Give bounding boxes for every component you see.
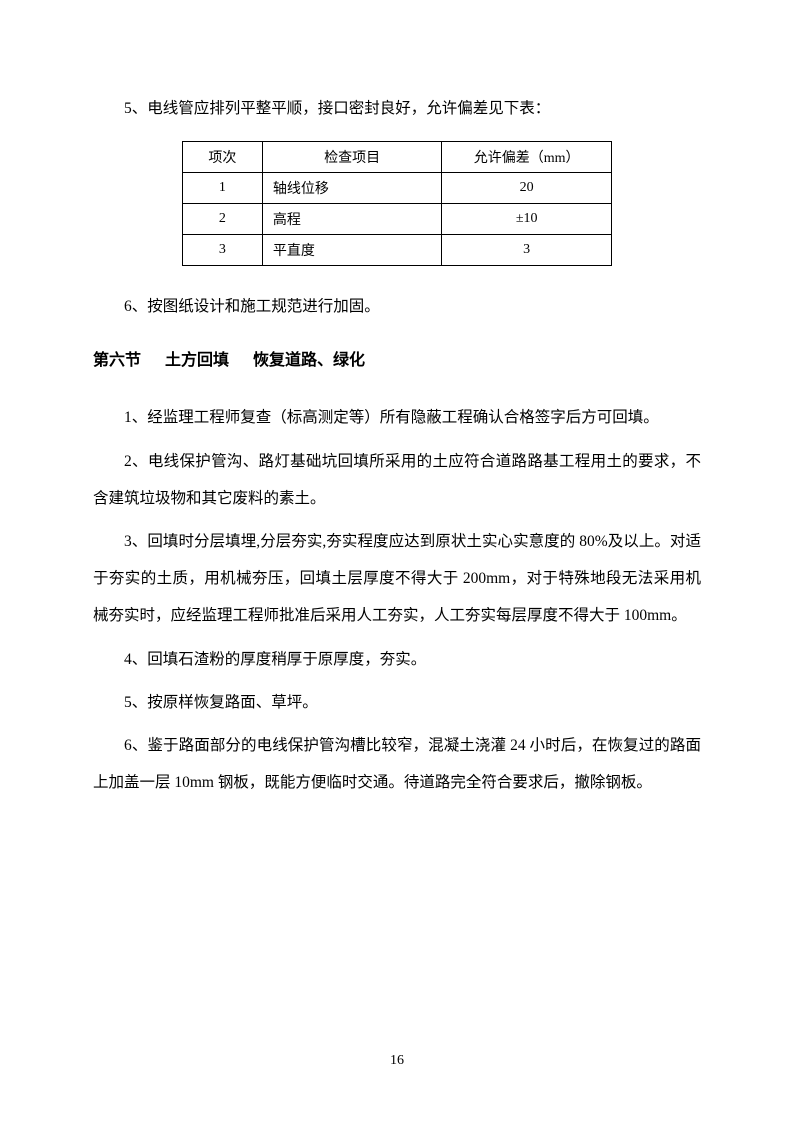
body-para-1: 1、经监理工程师复查（标高测定等）所有隐蔽工程确认合格签字后方可回填。 xyxy=(93,399,701,436)
table-row: 3 平直度 3 xyxy=(183,235,612,266)
table-cell: 高程 xyxy=(262,204,442,235)
heading-part2: 土方回填 xyxy=(165,352,229,369)
table-cell: 1 xyxy=(183,173,263,204)
page-number: 16 xyxy=(0,1053,794,1069)
table-cell: 3 xyxy=(442,235,612,266)
table-row: 2 高程 ±10 xyxy=(183,204,612,235)
table-cell: 20 xyxy=(442,173,612,204)
table-cell: ±10 xyxy=(442,204,612,235)
body-para-2: 2、电线保护管沟、路灯基础坑回填所采用的土应符合道路路基工程用土的要求，不含建筑… xyxy=(93,443,701,517)
body-para-6: 6、鉴于路面部分的电线保护管沟槽比较窄，混凝土浇灌 24 小时后，在恢复过的路面… xyxy=(93,727,701,801)
paragraph-6: 6、按图纸设计和施工规范进行加固。 xyxy=(93,288,701,325)
table-row: 1 轴线位移 20 xyxy=(183,173,612,204)
body-para-5: 5、按原样恢复路面、草坪。 xyxy=(93,684,701,721)
table-cell: 2 xyxy=(183,204,263,235)
tolerance-table: 项次 检查项目 允许偏差（mm） 1 轴线位移 20 2 高程 ±10 3 平直… xyxy=(182,141,612,266)
table-cell: 轴线位移 xyxy=(262,173,442,204)
table-header-col1: 项次 xyxy=(183,142,263,173)
table-header-col2: 检查项目 xyxy=(262,142,442,173)
table-header-col3: 允许偏差（mm） xyxy=(442,142,612,173)
paragraph-5: 5、电线管应排列平整平顺，接口密封良好，允许偏差见下表： xyxy=(93,90,701,127)
body-para-3: 3、回填时分层填埋,分层夯实,夯实程度应达到原状土实心实意度的 80%及以上。对… xyxy=(93,523,701,635)
table-cell: 平直度 xyxy=(262,235,442,266)
body-para-4: 4、回填石渣粉的厚度稍厚于原厚度，夯实。 xyxy=(93,641,701,678)
heading-part3: 恢复道路、绿化 xyxy=(253,352,365,369)
section-heading: 第六节 土方回填 恢复道路、绿化 xyxy=(93,345,701,377)
tolerance-table-container: 项次 检查项目 允许偏差（mm） 1 轴线位移 20 2 高程 ±10 3 平直… xyxy=(93,141,701,266)
table-header-row: 项次 检查项目 允许偏差（mm） xyxy=(183,142,612,173)
table-cell: 3 xyxy=(183,235,263,266)
heading-part1: 第六节 xyxy=(93,352,141,369)
